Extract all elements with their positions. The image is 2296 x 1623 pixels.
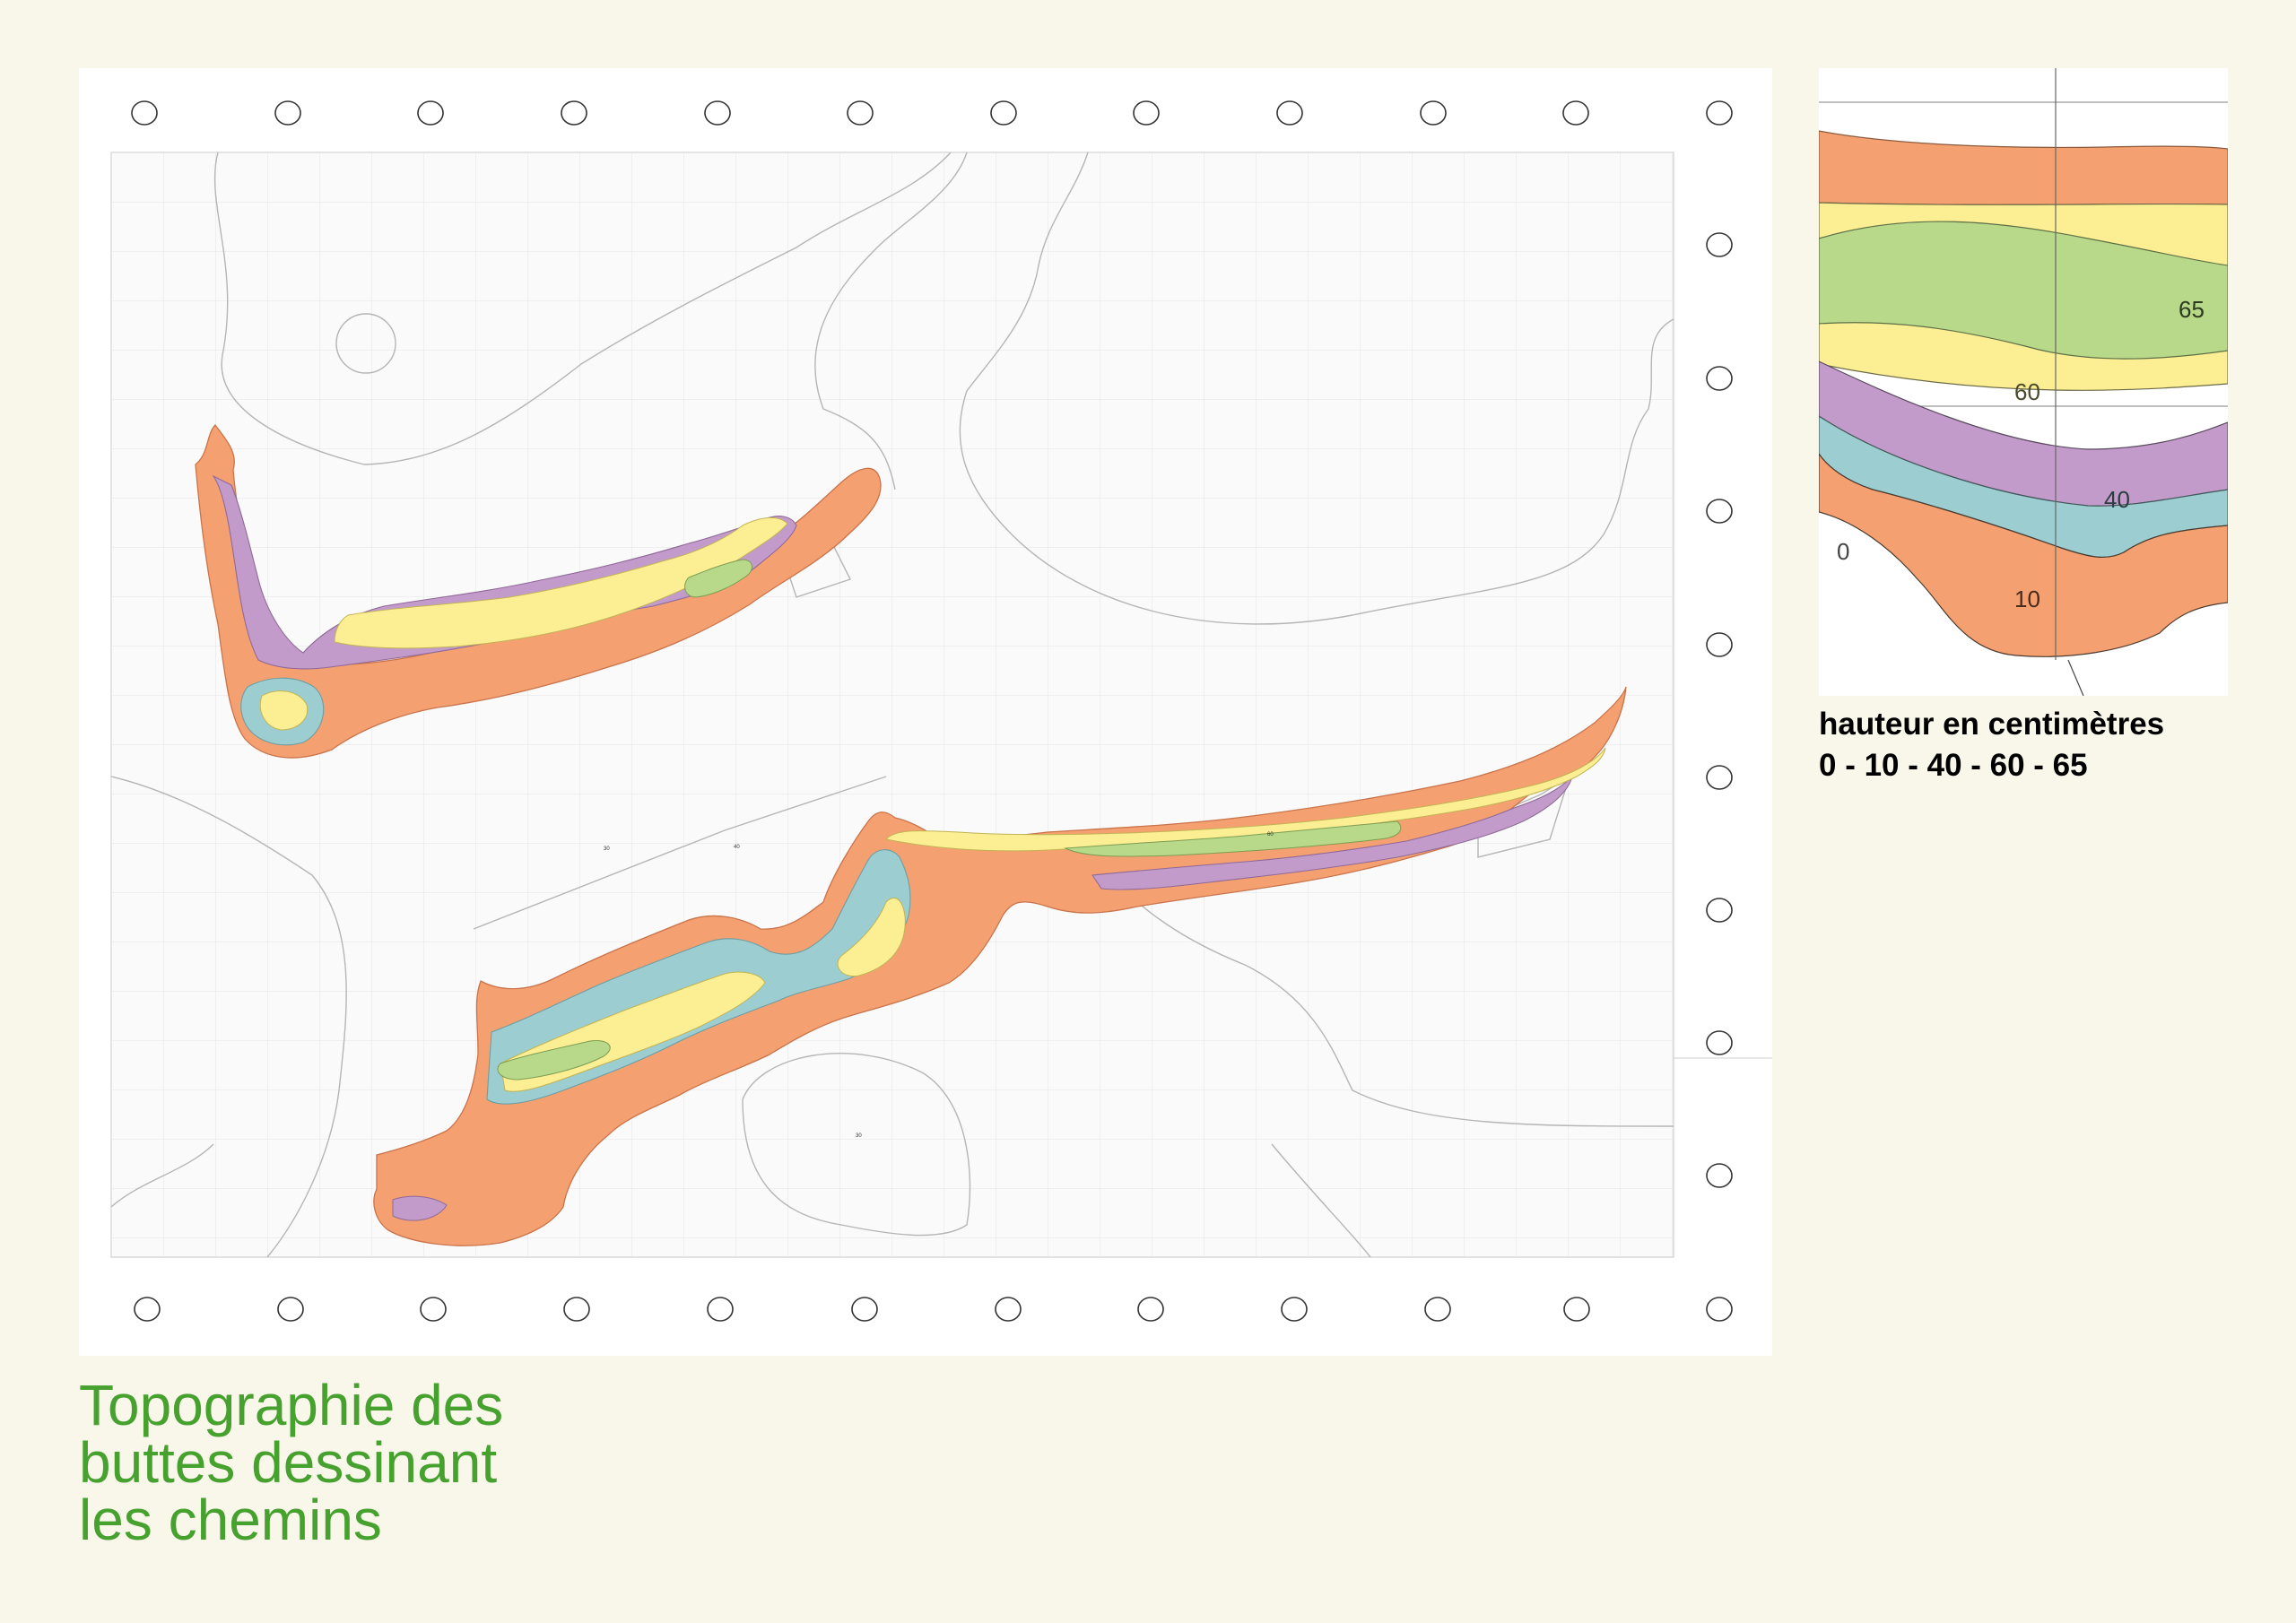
legend-band-65 bbox=[1819, 221, 2228, 360]
registration-marks-bottom bbox=[134, 1297, 1590, 1322]
svg-text:40: 40 bbox=[734, 845, 740, 850]
mound-band-60-65 bbox=[259, 690, 309, 731]
legend-label-0: 0 bbox=[1837, 538, 1849, 565]
svg-text:30: 30 bbox=[856, 1133, 862, 1139]
legend-section-diagram: 65 60 40 0 10 bbox=[1819, 68, 2228, 696]
drawing-sheet: 30 40 60 30 bbox=[79, 68, 1772, 1356]
legend-label-65: 65 bbox=[2179, 296, 2205, 323]
page-title-line-2: buttes dessinant bbox=[79, 1430, 498, 1495]
page-title-line-1: Topographie des bbox=[79, 1373, 504, 1437]
page-title: Topographie des buttes dessinant les che… bbox=[79, 1376, 503, 1549]
mound-top-65 bbox=[1064, 820, 1402, 857]
svg-text:60: 60 bbox=[1267, 832, 1274, 838]
mound-band-60-65 bbox=[837, 897, 906, 977]
mound-band-40-60 bbox=[392, 1195, 448, 1221]
site-outlines bbox=[110, 152, 1674, 1258]
legend-caption: hauteur en centimètres 0 - 10 - 40 - 60 … bbox=[1819, 704, 2267, 786]
north-mound bbox=[195, 423, 882, 759]
legend-band-top-0-10 bbox=[1819, 130, 2228, 205]
plan-grid bbox=[110, 152, 1772, 1258]
plan-annotations: 30 40 60 30 bbox=[604, 832, 1274, 1139]
south-mound bbox=[373, 686, 1627, 1246]
registration-marks-top bbox=[131, 100, 1733, 126]
topographic-plan: 30 40 60 30 bbox=[110, 100, 1772, 1322]
mound-band-60-65 bbox=[334, 517, 788, 649]
legend-label-10: 10 bbox=[2014, 586, 2040, 612]
svg-text:30: 30 bbox=[604, 846, 610, 852]
registration-marks-right bbox=[1706, 232, 1733, 1322]
legend-band-0-10 bbox=[1819, 452, 2228, 657]
legend-caption-values: 0 - 10 - 40 - 60 - 65 bbox=[1819, 748, 2088, 783]
legend-caption-title: hauteur en centimètres bbox=[1819, 707, 2165, 742]
legend-label-60: 60 bbox=[2014, 378, 2040, 405]
mound-top-65 bbox=[684, 559, 752, 598]
page-title-line-3: les chemins bbox=[79, 1488, 382, 1552]
legend-label-40: 40 bbox=[2104, 486, 2130, 513]
mound-top-65 bbox=[497, 1039, 611, 1081]
